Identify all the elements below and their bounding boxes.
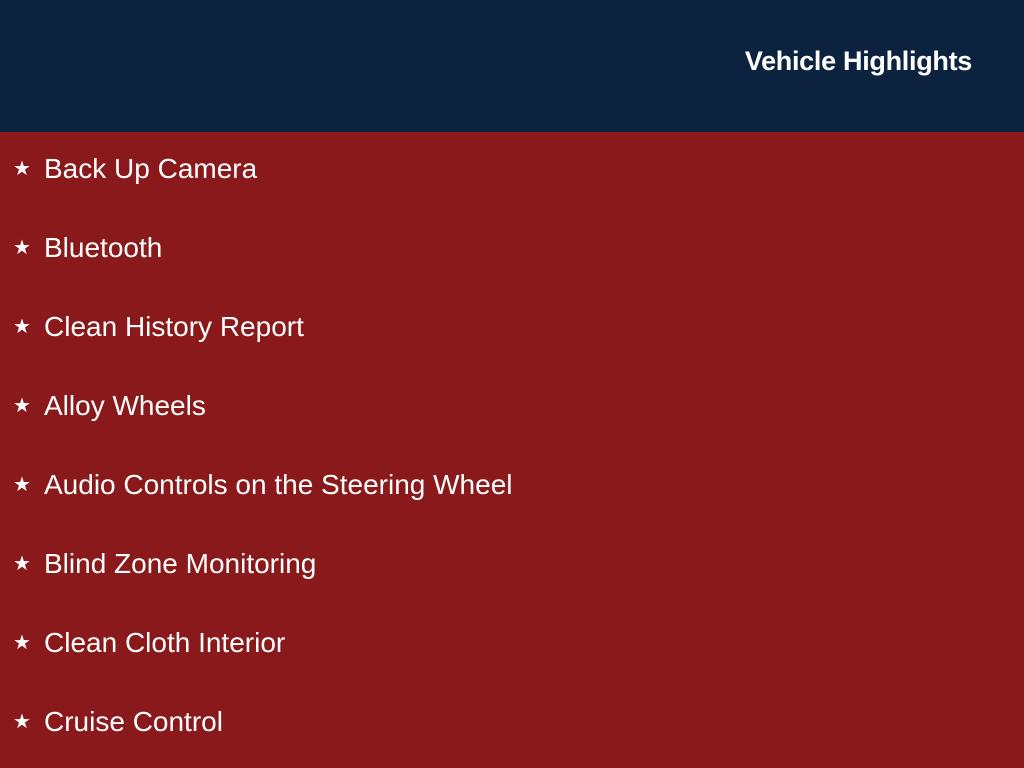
highlight-label: Cruise Control	[44, 705, 223, 737]
star-icon: ★	[13, 711, 31, 733]
highlight-label: Alloy Wheels	[44, 389, 206, 421]
list-item: ★ Alloy Wheels	[0, 366, 1024, 445]
list-item: ★ Clean History Report	[0, 287, 1024, 366]
list-item: ★ Blind Zone Monitoring	[0, 524, 1024, 603]
list-item: ★ Audio Controls on the Steering Wheel	[0, 445, 1024, 524]
highlight-label: Blind Zone Monitoring	[44, 547, 317, 579]
highlights-list: ★ Back Up Camera ★ Bluetooth ★ Clean Histor…	[0, 130, 1024, 762]
highlight-label: Clean History Report	[44, 310, 304, 342]
star-icon: ★	[13, 632, 31, 654]
star-icon: ★	[13, 474, 31, 496]
star-icon: ★	[13, 237, 31, 259]
list-item: ★ Cruise Control	[0, 682, 1024, 761]
star-icon: ★	[13, 316, 31, 338]
star-icon: ★	[13, 395, 31, 417]
highlight-label: Clean Cloth Interior	[44, 626, 286, 658]
highlight-label: Bluetooth	[44, 231, 163, 263]
header: Vehicle Highlights	[0, 0, 1024, 132]
list-item: ★ Bluetooth	[0, 208, 1024, 287]
highlight-label: Audio Controls on the Steering Wheel	[44, 468, 513, 500]
list-item: ★ Clean Cloth Interior	[0, 603, 1024, 682]
star-icon: ★	[13, 158, 31, 180]
highlight-label: Back Up Camera	[44, 152, 258, 184]
star-icon: ★	[13, 553, 31, 575]
list-item: ★ Back Up Camera	[0, 129, 1024, 208]
page-title: Vehicle Highlights	[744, 46, 972, 76]
